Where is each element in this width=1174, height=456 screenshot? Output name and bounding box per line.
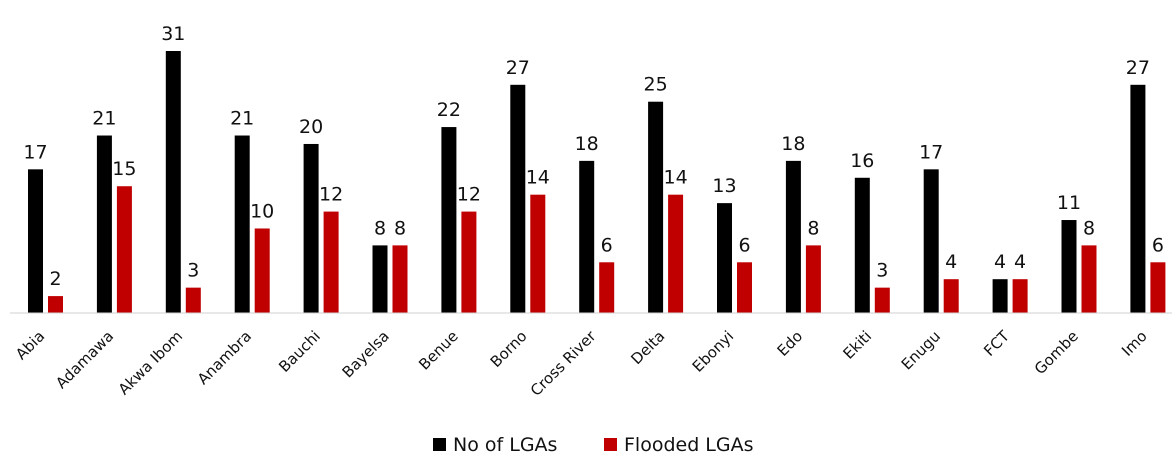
category-label: Ekiti — [839, 327, 875, 363]
bar-lgas-bauchi — [303, 143, 319, 313]
data-label: 3 — [187, 260, 199, 282]
bar-flooded-bauchi — [323, 211, 339, 313]
bar-lgas-akwa-ibom — [165, 51, 181, 313]
bar-flooded-benue — [461, 211, 477, 313]
data-label: 12 — [457, 184, 481, 206]
category-label: FCT — [980, 327, 1013, 360]
bars-layer — [28, 51, 1166, 313]
data-label: 21 — [230, 108, 254, 130]
bar-flooded-ebonyi — [737, 262, 752, 313]
bar-flooded-edo — [805, 245, 821, 313]
bar-lgas-adamawa — [96, 135, 112, 313]
data-label: 14 — [526, 167, 550, 189]
bar-lgas-cross-river — [579, 160, 595, 313]
bar-flooded-delta — [668, 194, 684, 313]
bar-lgas-imo — [1130, 84, 1146, 313]
legend-label: Flooded LGAs — [624, 434, 754, 456]
category-label: Bauchi — [275, 327, 324, 376]
legend-swatch — [433, 438, 446, 451]
bar-flooded-cross-river — [599, 262, 615, 313]
bar-flooded-abia — [48, 296, 63, 313]
bar-lgas-fct — [992, 279, 1008, 313]
category-label: Cross River — [527, 327, 600, 400]
category-label: Imo — [1118, 327, 1151, 360]
bar-flooded-akwa-ibom — [185, 287, 201, 313]
bar-lgas-benue — [441, 127, 457, 313]
bar-flooded-adamawa — [116, 186, 132, 313]
legend-swatch — [604, 438, 617, 451]
data-label: 22 — [437, 99, 461, 121]
bar-flooded-fct — [1012, 279, 1028, 313]
category-label: Ebonyi — [689, 327, 738, 376]
bar-flooded-bayelsa — [392, 245, 408, 313]
bar-flooded-anambra — [254, 228, 270, 313]
bar-lgas-abia — [28, 169, 43, 313]
data-label: 4 — [1014, 251, 1026, 273]
data-label: 4 — [994, 251, 1006, 273]
category-label: Akwa Ibom — [115, 327, 186, 398]
data-label: 20 — [299, 116, 323, 138]
category-label: Edo — [774, 327, 807, 360]
data-label: 27 — [1126, 57, 1150, 79]
data-label: 8 — [394, 217, 406, 239]
bar-lgas-ebonyi — [717, 203, 732, 313]
data-label: 11 — [1057, 192, 1081, 214]
bar-flooded-gombe — [1081, 245, 1097, 313]
bar-lgas-gombe — [1061, 220, 1077, 313]
bar-flooded-borno — [530, 194, 546, 313]
data-label: 6 — [1152, 234, 1164, 256]
data-label: 8 — [807, 217, 819, 239]
data-label: 10 — [250, 200, 274, 222]
category-label: Adamawa — [52, 327, 117, 392]
data-label: 3 — [876, 260, 888, 282]
category-label: Benue — [415, 327, 462, 374]
data-label: 6 — [738, 234, 750, 256]
data-label: 4 — [945, 251, 957, 273]
bar-lgas-borno — [510, 84, 526, 313]
data-label: 16 — [850, 150, 874, 172]
data-label: 21 — [92, 108, 116, 130]
data-label: 12 — [319, 184, 343, 206]
category-label: Bayelsa — [339, 327, 393, 381]
data-label: 17 — [919, 141, 943, 163]
bar-lgas-bayelsa — [372, 245, 388, 313]
data-label: 31 — [161, 23, 185, 45]
data-label: 27 — [506, 57, 530, 79]
data-label: 25 — [644, 74, 668, 96]
data-label: 6 — [601, 234, 613, 256]
legend: No of LGAs Flooded LGAs — [433, 434, 754, 456]
category-label: Anambra — [194, 327, 255, 388]
category-label: Gombe — [1031, 327, 1082, 378]
data-label: 2 — [49, 268, 61, 290]
data-label: 18 — [781, 133, 805, 155]
data-label: 14 — [664, 167, 688, 189]
data-label: 8 — [374, 217, 386, 239]
bar-flooded-enugu — [943, 279, 959, 313]
bar-lgas-enugu — [923, 169, 939, 313]
data-label: 18 — [575, 133, 599, 155]
category-label: Delta — [627, 327, 668, 368]
bar-lgas-delta — [648, 101, 664, 313]
bar-lgas-anambra — [234, 135, 250, 313]
category-label: Abia — [12, 327, 48, 363]
bar-lgas-ekiti — [854, 177, 870, 313]
data-label: 8 — [1083, 217, 1095, 239]
bar-flooded-ekiti — [874, 287, 890, 313]
data-label: 13 — [712, 175, 736, 197]
data-label: 15 — [112, 158, 136, 180]
legend-label: No of LGAs — [453, 434, 557, 456]
category-label: Borno — [487, 327, 531, 371]
category-label: Enugu — [898, 327, 944, 373]
bar-flooded-imo — [1150, 262, 1166, 313]
bar-lgas-edo — [785, 160, 801, 313]
data-label: 17 — [23, 141, 47, 163]
